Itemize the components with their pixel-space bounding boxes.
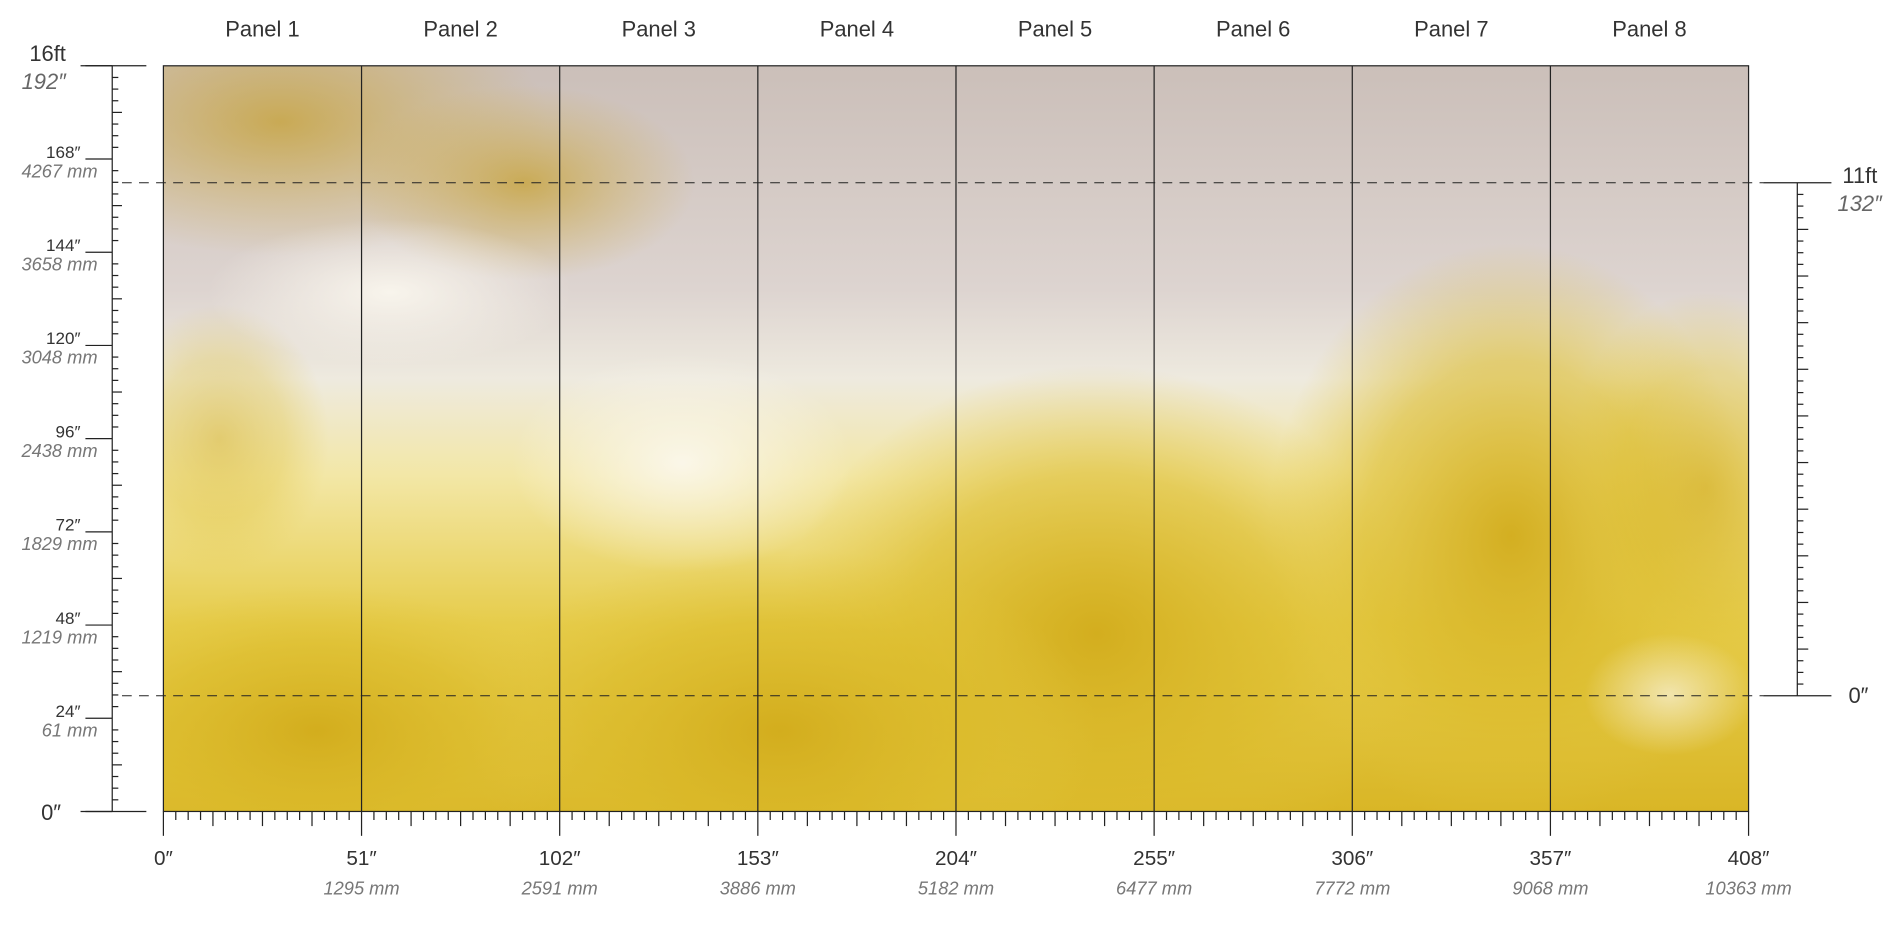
inch-label: 153″ (737, 847, 779, 870)
inch-label: 204″ (935, 847, 977, 870)
inch-label: 0″ (154, 847, 173, 870)
panel-label: Panel 1 (225, 17, 299, 42)
mm-label: 4267 mm (21, 160, 97, 181)
mm-label: 2438 mm (20, 440, 97, 461)
mm-label: 7772 mm (1314, 877, 1390, 898)
inch-label: 192″ (22, 69, 68, 94)
inch-label: 132″ (1838, 191, 1884, 216)
panel-label: Panel 5 (1018, 17, 1092, 42)
inch-label: 51″ (346, 847, 376, 870)
panel-label: Panel 6 (1216, 17, 1290, 42)
inch-label: 72″ (56, 516, 81, 535)
panel-label: Panel 7 (1414, 17, 1488, 42)
panel-label: Panel 4 (820, 17, 894, 42)
mm-label: 3886 mm (720, 877, 796, 898)
rulers (80, 65, 1832, 836)
panel-label: Panel 8 (1612, 17, 1686, 42)
mm-label: 1219 mm (21, 626, 97, 647)
inch-label: 0″ (41, 800, 61, 825)
mm-label: 1829 mm (21, 533, 97, 554)
ruler-top-label: 16ft (29, 41, 66, 66)
mm-label: 2591 mm (521, 877, 598, 898)
inch-label: 48″ (56, 609, 81, 628)
inch-label: 357″ (1529, 847, 1571, 870)
ruler-top-label: 11ft (1842, 163, 1877, 188)
inch-label: 96″ (56, 422, 81, 441)
mm-label: 1295 mm (323, 877, 399, 898)
mm-label: 10363 mm (1705, 877, 1791, 898)
inch-label: 120″ (46, 329, 80, 348)
inch-label: 144″ (46, 236, 80, 255)
pattern (163, 65, 1749, 812)
inch-label: 306″ (1331, 847, 1373, 870)
inch-label: 102″ (539, 847, 581, 870)
inch-label: 0″ (1848, 683, 1868, 708)
inch-label: 255″ (1133, 847, 1175, 870)
mm-label: 5182 mm (918, 877, 994, 898)
inch-label: 408″ (1728, 847, 1770, 870)
mm-label: 61 mm (42, 720, 98, 741)
panel-label: Panel 2 (423, 17, 497, 42)
inch-label: 168″ (46, 143, 80, 162)
mm-label: 6477 mm (1116, 877, 1192, 898)
mm-label: 3658 mm (21, 253, 97, 274)
mm-label: 3048 mm (21, 347, 97, 368)
inch-label: 24″ (56, 702, 81, 721)
panel-label: Panel 3 (622, 17, 696, 42)
mm-label: 9068 mm (1512, 877, 1588, 898)
